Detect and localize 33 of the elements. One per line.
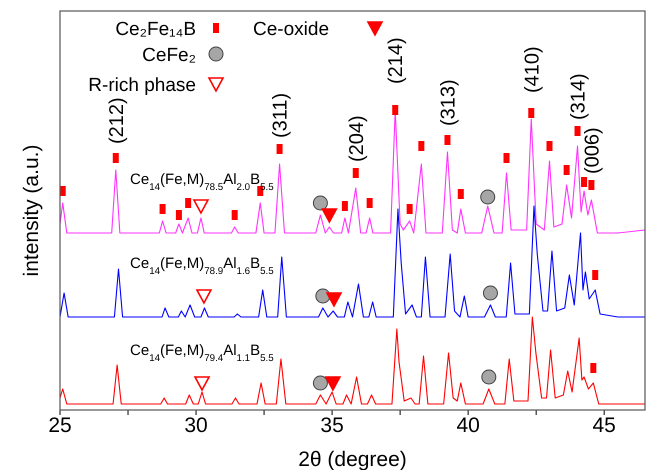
legend-label: R-rich phase — [88, 75, 196, 96]
point — [194, 376, 210, 391]
x-axis-title: 2θ (degree) — [298, 448, 407, 471]
annotation: (410) — [521, 46, 544, 93]
x-tick-label: 25 — [48, 414, 72, 437]
x-tick-label: 30 — [184, 414, 208, 437]
point — [325, 376, 341, 391]
x-tick-label: 35 — [320, 414, 344, 437]
point — [193, 199, 209, 214]
point — [480, 190, 496, 204]
annotation: (313) — [437, 79, 460, 126]
point — [312, 196, 328, 210]
series-label: Ce$_{14}$(Fe,M)$_{79.4}$Al$_{1.1}$B$_{5.5}$ — [130, 342, 274, 364]
point — [312, 376, 328, 390]
legend-label: CeFe₂ — [142, 45, 196, 66]
point — [326, 292, 342, 307]
annotation: (214) — [385, 37, 408, 84]
annotation: (006) — [581, 127, 604, 174]
annotation: (204) — [346, 115, 368, 162]
point — [196, 289, 212, 304]
legend-label: Ce-oxide — [253, 19, 330, 40]
point — [481, 370, 496, 384]
x-tick-label: 40 — [456, 414, 480, 437]
x-tick-label: 45 — [592, 414, 616, 437]
annotation: (311) — [270, 92, 292, 138]
annotation: (212) — [106, 97, 128, 144]
point — [322, 208, 338, 223]
legend-label: Ce₂Fe₁₄B — [115, 19, 196, 40]
series-label: Ce$_{14}$(Fe,M)$_{78.5}$Al$_{2.0}$B$_{5.5}$ — [130, 171, 274, 192]
series-label: Ce$_{14}$(Fe,M)$_{78.9}$Al$_{1.6}$B$_{5.5}$ — [130, 255, 274, 276]
point — [482, 286, 498, 300]
y-axis-title: intensity (a.u.) — [20, 144, 43, 276]
annotation: (314) — [568, 73, 590, 120]
